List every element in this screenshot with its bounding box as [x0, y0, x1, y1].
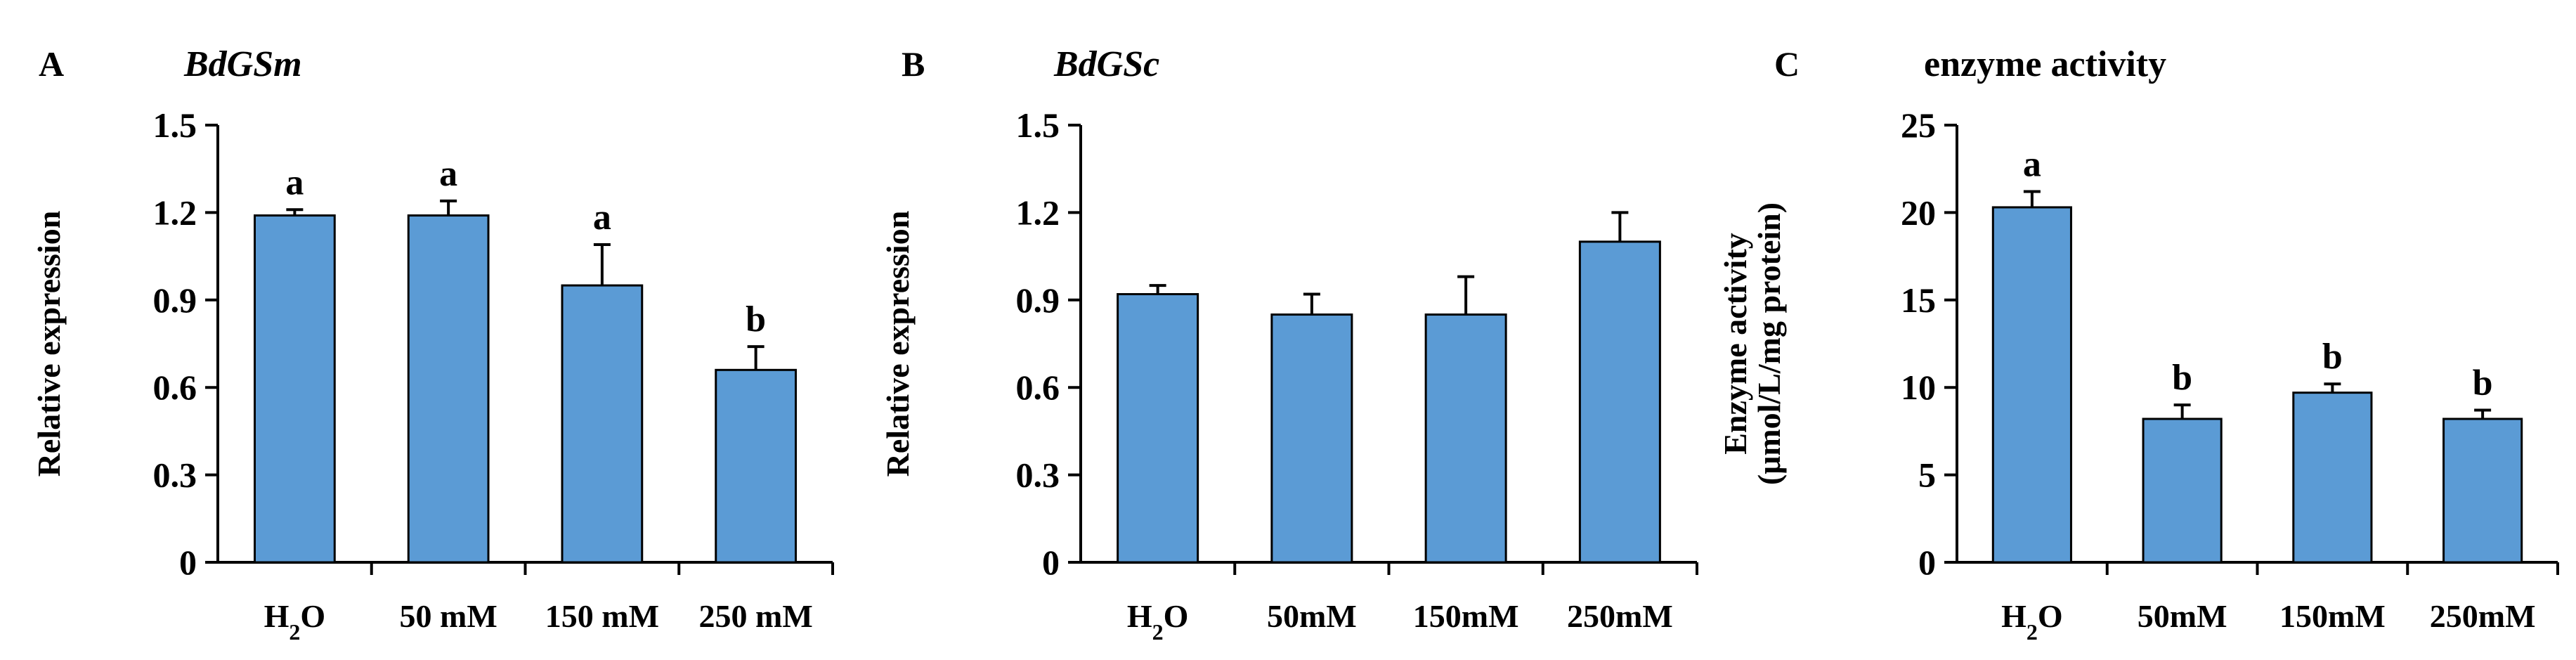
significance-letter: a — [285, 162, 304, 202]
y-tick-label: 1.2 — [1016, 193, 1060, 232]
x-tick-label: 250mM — [1567, 598, 1673, 634]
y-tick-label: 0.3 — [1016, 455, 1060, 495]
y-tick-label: 0.6 — [1016, 368, 1060, 407]
bar — [1424, 313, 1507, 564]
y-tick-label: 10 — [1901, 368, 1936, 407]
y-axis-title: Relative expression — [880, 211, 916, 477]
y-tick-label: 1.5 — [1016, 105, 1060, 145]
bar — [1117, 293, 1199, 564]
x-tick-label: 50 mM — [400, 598, 497, 634]
y-tick-label: 0.9 — [1016, 280, 1060, 320]
chart-panel-a: A BdGSm 0 0.3 0.6 0.9 1.2 1.5 Relative expressio… — [31, 44, 834, 645]
y-axis-title: (μmol/L/mg protein) — [1751, 202, 1787, 485]
significance-letter: b — [746, 299, 766, 339]
y-tick-label: 1.2 — [153, 193, 197, 232]
x-tick-label: H2O — [264, 598, 326, 645]
significance-letter: a — [593, 198, 611, 238]
y-axis-title: Relative expression — [31, 211, 67, 477]
x-tick-label: H2O — [1127, 598, 1189, 645]
bar — [561, 284, 644, 564]
y-tick-label: 0 — [1918, 543, 1936, 582]
y-tick-label: 0 — [1042, 543, 1060, 582]
x-tick-label: 50mM — [1267, 598, 1357, 634]
x-tick-label: H2O — [2001, 598, 2063, 645]
panel-title: enzyme activity — [1924, 44, 2166, 84]
bar — [2442, 418, 2523, 564]
x-tick-label: 150mM — [1413, 598, 1519, 634]
y-tick-label: 5 — [1918, 455, 1936, 495]
bar — [2292, 392, 2373, 564]
panel-title: BdGSm — [183, 44, 302, 84]
y-tick-label: 1.5 — [153, 105, 197, 145]
significance-letter: b — [2322, 337, 2343, 377]
chart-panel-b: B BdGSc 0 0.3 0.6 0.9 1.2 1.5 Relative expressio… — [880, 44, 1698, 645]
significance-letter: b — [2473, 363, 2493, 403]
x-tick-label: 250mM — [2430, 598, 2536, 634]
panel-letter: C — [1774, 44, 1800, 84]
y-tick-label: 0.6 — [153, 368, 197, 407]
bar — [1991, 206, 2072, 564]
y-tick-label: 20 — [1901, 193, 1936, 232]
x-tick-label: 150mM — [2279, 598, 2386, 634]
x-tick-label: 250 mM — [699, 598, 813, 634]
x-tick-label: 150 mM — [545, 598, 659, 634]
bar — [1270, 313, 1353, 564]
bar — [2142, 418, 2223, 564]
bar — [254, 214, 336, 564]
y-tick-label: 0.9 — [153, 280, 197, 320]
significance-letter: b — [2172, 358, 2192, 398]
significance-letter: a — [439, 154, 457, 194]
significance-letter: a — [2023, 145, 2041, 185]
bar — [1578, 240, 1661, 564]
bar — [715, 368, 797, 564]
panel-letter: B — [902, 44, 925, 84]
y-tick-label: 25 — [1901, 105, 1936, 145]
y-tick-label: 0.3 — [153, 455, 197, 495]
panel-letter: A — [39, 44, 64, 84]
y-tick-label: 0 — [179, 543, 197, 582]
panel-title: BdGSc — [1053, 44, 1159, 84]
bar — [407, 214, 490, 564]
x-tick-label: 50mM — [2138, 598, 2227, 634]
y-tick-label: 15 — [1901, 280, 1936, 320]
y-axis-title: Enzyme activity — [1717, 233, 1753, 455]
